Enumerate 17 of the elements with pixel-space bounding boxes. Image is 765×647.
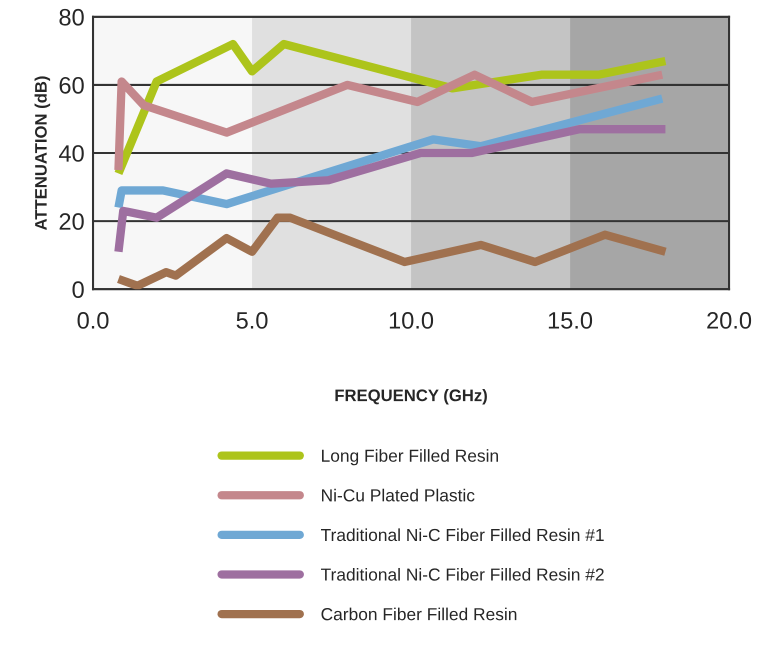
y-tick-label: 0 <box>72 281 84 298</box>
x-tick-label: 0.0 <box>78 312 109 329</box>
x-tick-label: 20.0 <box>707 312 752 329</box>
x-tick-label: 15.0 <box>548 312 592 329</box>
legend-label: Carbon Fiber Filled Resin <box>321 608 516 620</box>
y-axis-title: ATTENUATION (dB) <box>34 76 50 230</box>
legend-label: Ni-Cu Plated Plastic <box>322 488 475 502</box>
x-tick-label: 10.0 <box>390 312 434 329</box>
y-tick-label: 80 <box>59 8 84 26</box>
legend-label: Traditional Ni-C Fiber Filled Resin #2 <box>320 568 604 581</box>
legend-label: Long Fiber Filled Resin <box>322 449 498 466</box>
x-tick-label: 5.0 <box>236 312 268 329</box>
legend-label: Traditional Ni-C Fiber Filled Resin #1 <box>320 528 604 542</box>
x-axis-title: FREQUENCY (GHz) <box>335 388 487 405</box>
y-tick-label: 40 <box>58 145 84 162</box>
y-tick-label: 20 <box>60 213 84 230</box>
y-tick-label: 60 <box>60 76 84 94</box>
